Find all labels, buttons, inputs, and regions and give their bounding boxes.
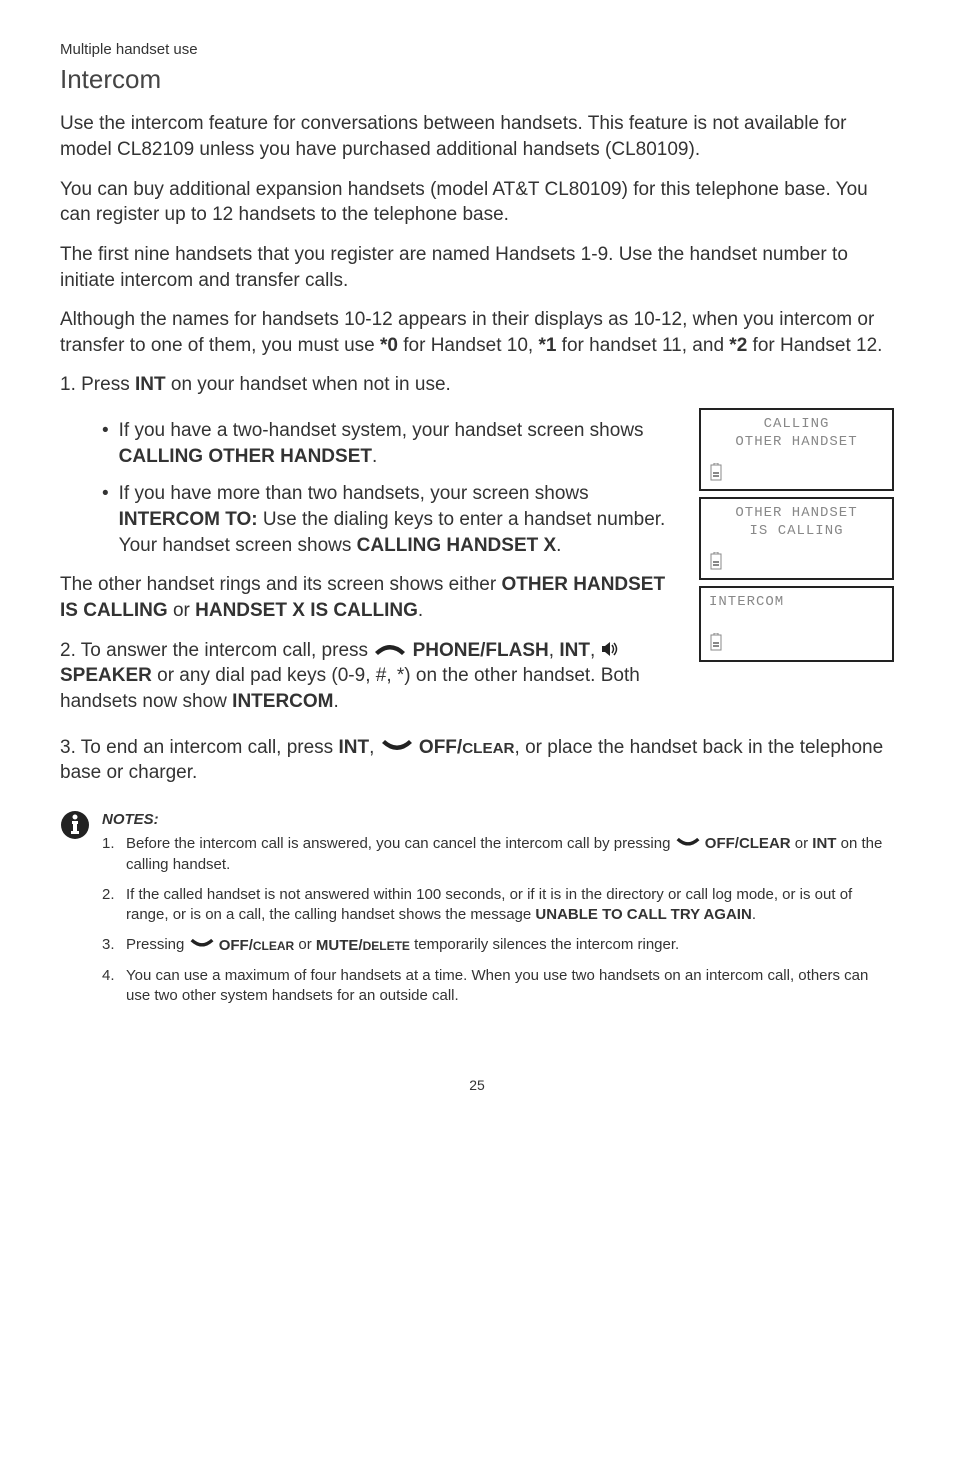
note-item: 3. Pressing OFF/CLEAR or MUTE/DELETE tem…: [102, 935, 894, 955]
paragraph: Use the intercom feature for conversatio…: [60, 111, 894, 162]
step-1: 1. Press INT on your handset when not in…: [60, 372, 894, 398]
note-item: 1. Before the intercom call is answered,…: [102, 834, 894, 875]
page-title: Intercom: [60, 62, 894, 97]
step-3: 3. To end an intercom call, press INT, O…: [60, 735, 894, 786]
lcd-text: INTERCOM: [709, 594, 884, 612]
bullet-dot: •: [102, 418, 109, 469]
section-header: Multiple handset use: [60, 40, 894, 60]
lcd-screen-intercom: INTERCOM: [699, 586, 894, 662]
battery-icon: [709, 633, 723, 660]
info-icon: [60, 810, 90, 1016]
lcd-text: OTHER HANDSET: [709, 434, 884, 452]
bullet-dot: •: [102, 481, 109, 558]
notes-heading: NOTES:: [102, 810, 894, 830]
bullet-item: • If you have more than two handsets, yo…: [102, 481, 683, 558]
speaker-icon: [601, 638, 619, 664]
lcd-screen-calling: CALLING OTHER HANDSET: [699, 408, 894, 491]
page-number: 25: [60, 1076, 894, 1095]
phone-hangup-icon: [189, 935, 215, 955]
phone-pickup-icon: [373, 638, 407, 664]
note-item: 2. If the called handset is not answered…: [102, 885, 894, 926]
note-item: 4. You can use a maximum of four handset…: [102, 966, 894, 1007]
paragraph: You can buy additional expansion handset…: [60, 177, 894, 228]
bullet-item: • If you have a two-handset system, your…: [102, 418, 683, 469]
phone-hangup-icon: [675, 834, 701, 854]
paragraph: The other handset rings and its screen s…: [60, 572, 683, 623]
paragraph: Although the names for handsets 10-12 ap…: [60, 307, 894, 358]
lcd-text: OTHER HANDSET: [709, 505, 884, 523]
battery-icon: [709, 463, 723, 490]
phone-hangup-icon: [380, 735, 414, 761]
battery-icon: [709, 552, 723, 579]
paragraph: The first nine handsets that you registe…: [60, 242, 894, 293]
step-2: 2. To answer the intercom call, press PH…: [60, 638, 683, 715]
lcd-text: IS CALLING: [709, 523, 884, 541]
lcd-text: CALLING: [709, 416, 884, 434]
lcd-screen-other-calling: OTHER HANDSET IS CALLING: [699, 497, 894, 580]
